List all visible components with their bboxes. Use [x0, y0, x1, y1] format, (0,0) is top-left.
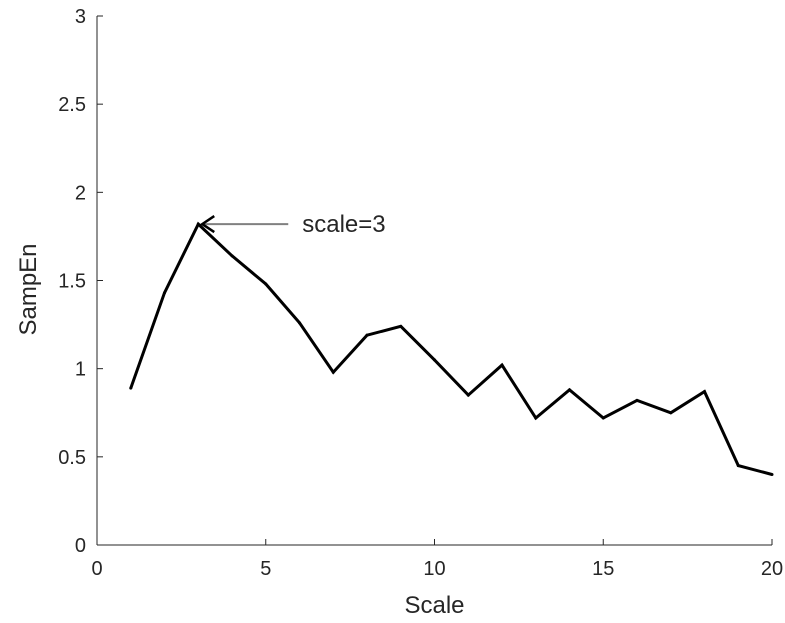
data-point	[466, 393, 470, 397]
y-tick-label: 2	[75, 182, 86, 204]
series-layer	[129, 221, 774, 476]
y-tick-label: 0.5	[58, 447, 86, 469]
data-point	[703, 390, 706, 394]
x-tick-label: 0	[91, 558, 102, 580]
y-tick-label: 1	[75, 359, 86, 381]
data-point	[635, 398, 639, 402]
x-tick-label: 20	[761, 558, 783, 580]
data-point	[500, 363, 504, 367]
y-tick-label: 0	[75, 535, 86, 557]
x-tick-label: 5	[260, 558, 271, 580]
data-point	[196, 222, 200, 226]
data-point	[736, 464, 740, 468]
tick-labels: 0 5 10 15 20 0 0.5 1 1.5 2 2.5 3	[58, 6, 783, 580]
data-point	[433, 358, 436, 362]
data-point	[365, 333, 369, 337]
y-axis-label: SampEn	[15, 243, 42, 335]
data-point	[230, 254, 234, 258]
x-tick-label: 15	[592, 558, 614, 580]
data-point	[298, 321, 301, 325]
data-point	[331, 370, 335, 374]
y-tick-label: 2.5	[58, 94, 86, 116]
y-tick-label: 3	[75, 6, 86, 28]
data-point	[399, 324, 403, 328]
data-point	[534, 416, 538, 420]
data-point	[264, 282, 268, 286]
data-point	[129, 386, 133, 390]
y-tick-label: 1.5	[58, 271, 86, 293]
series-line	[129, 221, 773, 476]
data-point	[601, 416, 605, 420]
data-point	[568, 388, 571, 392]
x-axis-label: Scale	[404, 592, 464, 618]
data-point	[163, 291, 166, 295]
annotation: scale=3	[199, 211, 386, 238]
data-point	[669, 411, 673, 415]
annotation-arrow-head	[199, 215, 215, 234]
data-point	[770, 472, 774, 476]
annotation-label: scale=3	[302, 211, 385, 238]
x-tick-label: 10	[423, 558, 445, 580]
axes	[96, 15, 773, 546]
